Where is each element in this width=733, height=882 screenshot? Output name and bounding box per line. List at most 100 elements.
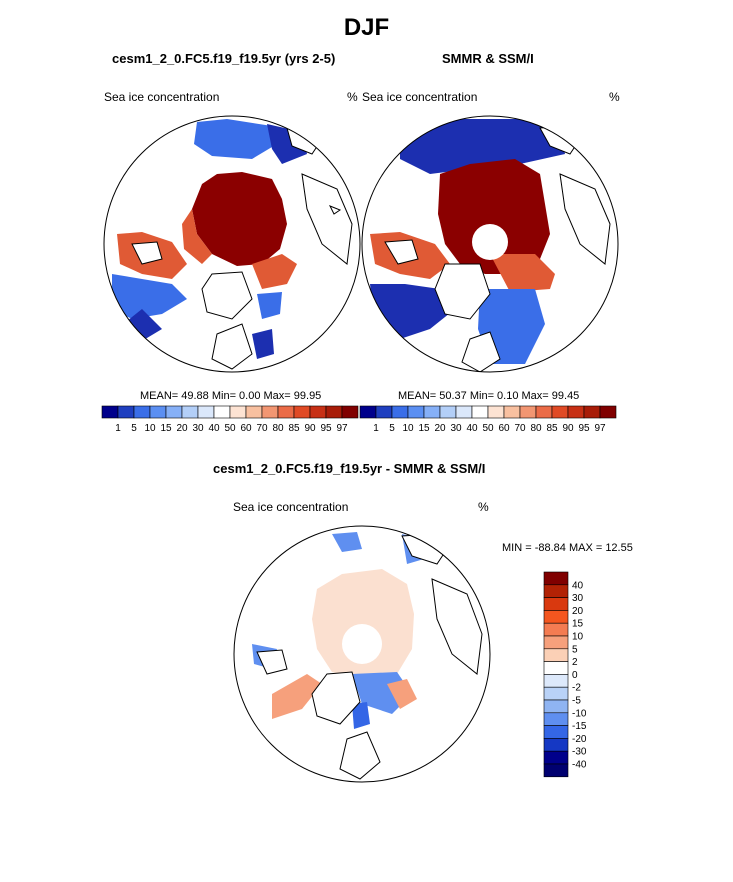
diff-colorbar-swatch (543, 635, 569, 650)
model-colorbar-tick-label: 85 (288, 423, 300, 434)
model-colorbar-tick-label: 60 (240, 423, 252, 434)
obs-colorbar-tick-label: 50 (482, 423, 494, 434)
diff-colorbar-tick-label: -2 (572, 683, 581, 694)
model-colorbar-tick-label: 95 (320, 423, 332, 434)
diff-colorbar-swatch (543, 584, 569, 598)
model-polar-map (103, 115, 361, 373)
obs-colorbar-tick-label: 95 (578, 423, 590, 434)
diff-colorbar-tick-label: 40 (572, 580, 584, 591)
model-colorbar-tick-label: 90 (304, 423, 316, 434)
model-colorbar-tick-label: 70 (256, 423, 268, 434)
obs-stats: MEAN= 50.37 Min= 0.10 Max= 99.45 (398, 390, 580, 402)
obs-units-label: % (609, 90, 620, 104)
obs-colorbar-tick-label: 70 (514, 423, 526, 434)
diff-colorbar-swatch (543, 712, 569, 726)
obs-colorbar-swatch (359, 405, 377, 419)
diff-colorbar-tick-label: 2 (572, 657, 578, 668)
model-colorbar-swatch (229, 405, 247, 419)
model-colorbar-swatch (197, 405, 215, 419)
obs-colorbar-swatch (391, 405, 409, 419)
main-title: DJF (343, 14, 390, 41)
model-colorbar: 1 5 10 15 20 30 40 50 60 70 80 85 90 95 97 (101, 405, 359, 434)
model-colorbar-swatch (181, 405, 199, 419)
diff-variable-label: Sea ice concentration (233, 500, 349, 514)
model-colorbar-swatch (165, 405, 183, 419)
model-colorbar-swatch (117, 405, 135, 419)
diff-colorbar-swatch (543, 597, 569, 611)
diff-colorbar-swatch (543, 610, 569, 624)
obs-colorbar-swatch (439, 405, 457, 419)
diff-colorbar-tick-label: 30 (572, 593, 584, 604)
obs-polar-map (361, 115, 619, 373)
model-colorbar-swatch (293, 405, 311, 419)
model-units-label: % (347, 90, 358, 104)
model-colorbar-swatch (133, 405, 151, 419)
diff-polar-map (233, 525, 491, 783)
diff-colorbar-tick-label: -15 (572, 721, 587, 732)
model-colorbar-swatch (277, 405, 295, 419)
diff-colorbar-swatch (543, 674, 569, 688)
obs-colorbar-swatch (535, 405, 553, 419)
diff-colorbar-swatch (543, 738, 569, 752)
obs-colorbar-swatch (567, 405, 585, 419)
model-colorbar-swatch (213, 405, 231, 419)
obs-colorbar-swatch (599, 405, 617, 419)
model-colorbar-tick-label: 30 (192, 423, 204, 434)
diff-colorbar-tick-label: 0 (572, 670, 578, 681)
obs-colorbar-swatch (583, 405, 601, 419)
obs-colorbar-tick-label: 10 (402, 423, 414, 434)
obs-colorbar-tick-label: 97 (594, 423, 606, 434)
diff-colorbar-swatch (543, 648, 569, 662)
diff-colorbar-swatch (543, 622, 569, 637)
model-colorbar-swatch (101, 405, 119, 419)
diff-colorbar-swatch (543, 571, 569, 586)
model-colorbar-tick-label: 20 (176, 423, 188, 434)
obs-colorbar-tick-label: 60 (498, 423, 510, 434)
diff-colorbar-swatch (543, 725, 569, 739)
obs-colorbar-swatch (503, 405, 521, 419)
diff-colorbar-tick-label: 15 (572, 619, 584, 630)
model-stats: MEAN= 49.88 Min= 0.00 Max= 99.95 (140, 390, 322, 402)
obs-colorbar-tick-label: 15 (418, 423, 430, 434)
model-colorbar-swatch (245, 405, 263, 419)
obs-colorbar-tick-label: 40 (466, 423, 478, 434)
diff-colorbar-swatch (543, 661, 569, 675)
model-colorbar-tick-label: 10 (144, 423, 156, 434)
model-colorbar-swatch (325, 405, 343, 419)
model-panel-title: cesm1_2_0.FC5.f19_f19.5yr (yrs 2-5) (112, 51, 336, 66)
obs-colorbar-swatch (471, 405, 489, 419)
obs-colorbar-tick-label: 1 (373, 423, 379, 434)
diff-colorbar-swatch (543, 699, 569, 714)
model-colorbar-tick-label: 5 (131, 423, 137, 434)
obs-colorbar-tick-label: 20 (434, 423, 446, 434)
obs-colorbar-swatch (551, 405, 569, 419)
obs-variable-label: Sea ice concentration (362, 90, 478, 104)
model-colorbar-tick-label: 40 (208, 423, 220, 434)
obs-panel-title: SMMR & SSM/I (442, 51, 534, 66)
diff-colorbar-swatch (543, 686, 569, 701)
diff-panel-title: cesm1_2_0.FC5.f19_f19.5yr - SMMR & SSM/I (213, 461, 486, 476)
obs-colorbar-swatch (375, 405, 393, 419)
obs-colorbar-tick-label: 80 (530, 423, 542, 434)
diff-stats: MIN = -88.84 MAX = 12.55 (502, 542, 633, 554)
model-colorbar-tick-label: 1 (115, 423, 121, 434)
diff-colorbar-tick-label: 10 (572, 632, 584, 643)
obs-colorbar-swatch (407, 405, 425, 419)
model-colorbar-tick-label: 50 (224, 423, 236, 434)
diff-units-label: % (478, 500, 489, 514)
model-colorbar-swatch (261, 405, 279, 419)
model-colorbar-swatch (309, 405, 327, 419)
obs-colorbar-swatch (519, 405, 537, 419)
obs-colorbar-tick-label: 90 (562, 423, 574, 434)
obs-colorbar-tick-label: 5 (389, 423, 395, 434)
model-colorbar-tick-label: 97 (336, 423, 348, 434)
obs-colorbar-tick-label: 30 (450, 423, 462, 434)
diff-colorbar-tick-label: -10 (572, 708, 587, 719)
diff-colorbar-swatch (543, 763, 569, 778)
obs-colorbar-swatch (423, 405, 441, 419)
diff-colorbar-swatch (543, 750, 569, 765)
obs-colorbar-swatch (455, 405, 473, 419)
diff-colorbar-tick-label: 20 (572, 606, 584, 617)
obs-colorbar: 1 5 10 15 20 30 40 50 60 70 80 85 90 95 97 (359, 405, 617, 434)
